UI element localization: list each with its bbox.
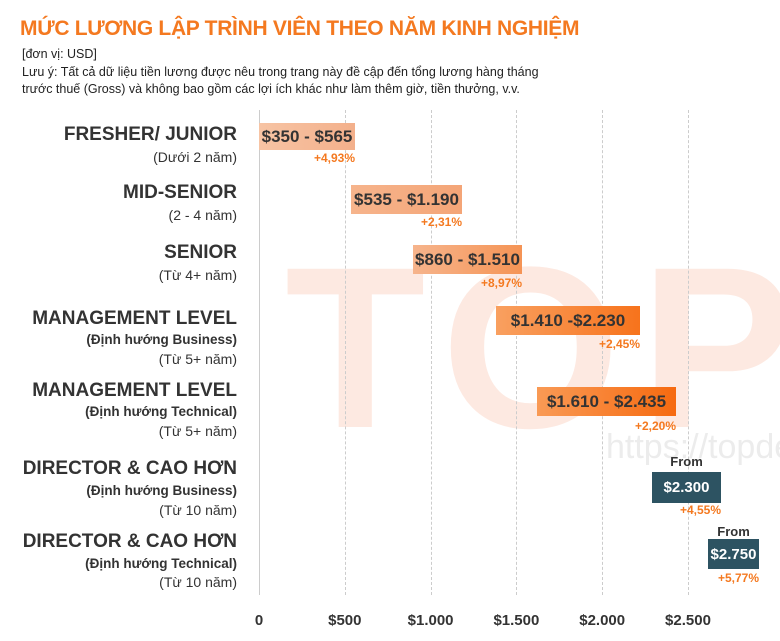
gridline (688, 110, 689, 595)
salary-bar: $2.300 (652, 472, 721, 503)
from-label: From (717, 524, 750, 539)
page-title: MỨC LƯƠNG LẬP TRÌNH VIÊN THEO NĂM KINH N… (20, 17, 580, 40)
row-years: (Từ 10 năm) (159, 502, 237, 518)
note-line-2: trước thuế (Gross) và không bao gồm các … (22, 82, 520, 96)
row-years: (2 - 4 năm) (168, 207, 237, 223)
row-title: DIRECTOR & CAO HƠN (22, 458, 237, 479)
row-years: (Từ 10 năm) (159, 574, 237, 590)
row-years: (Dưới 2 năm) (153, 149, 237, 165)
unit-note: [đơn vị: USD] (22, 47, 97, 61)
change-percent: +4,55% (679, 503, 721, 517)
row-title: MANAGEMENT LEVEL (32, 308, 237, 329)
row-orientation: (Định hướng Technical) (85, 556, 237, 571)
row-years: (Từ 5+ năm) (158, 423, 237, 439)
row-orientation: (Định hướng Business) (86, 483, 237, 498)
change-percent: +2,45% (598, 337, 640, 351)
row-title: DIRECTOR & CAO HƠN (22, 531, 237, 552)
salary-bar: $1.610 - $2.435 (537, 387, 676, 416)
x-tick-label: $2.500 (665, 612, 711, 629)
row-title: MID-SENIOR (123, 182, 237, 203)
salary-bar: $860 - $1.510 (413, 245, 522, 274)
gridline (430, 110, 432, 595)
salary-bar: $2.750 (708, 539, 759, 569)
x-tick-label: $1.000 (407, 612, 454, 629)
watermark-logo: TOP (285, 219, 780, 476)
gridline (344, 110, 346, 595)
note-line-1: Lưu ý: Tất cả dữ liệu tiền lương được nê… (22, 65, 539, 79)
y-axis-line (259, 110, 260, 595)
x-tick-label: 0 (254, 612, 264, 629)
row-years: (Từ 4+ năm) (158, 267, 237, 283)
row-orientation: (Định hướng Technical) (85, 404, 237, 419)
gridline (516, 110, 518, 595)
row-title: MANAGEMENT LEVEL (32, 380, 237, 401)
row-title: SENIOR (164, 242, 237, 263)
change-percent: +4,93% (313, 151, 355, 165)
watermark-url: https://topdev (606, 428, 780, 466)
row-years: (Từ 5+ năm) (158, 351, 237, 367)
change-percent: +5,77% (717, 571, 759, 585)
row-title: FRESHER/ JUNIOR (63, 124, 237, 145)
salary-bar: $350 - $565 (259, 123, 355, 150)
change-percent: +2,31% (420, 215, 462, 229)
x-tick-label: $2.000 (579, 612, 626, 629)
change-percent: +8,97% (480, 276, 522, 290)
from-label: From (670, 454, 703, 469)
gridline (602, 110, 604, 595)
x-tick-label: $1.500 (493, 612, 540, 629)
change-percent: +2,20% (634, 419, 676, 433)
row-orientation: (Định hướng Business) (86, 332, 237, 347)
salary-bar: $535 - $1.190 (351, 185, 462, 214)
salary-bar: $1.410 -$2.230 (496, 306, 640, 335)
x-tick-label: $500 (328, 612, 362, 629)
